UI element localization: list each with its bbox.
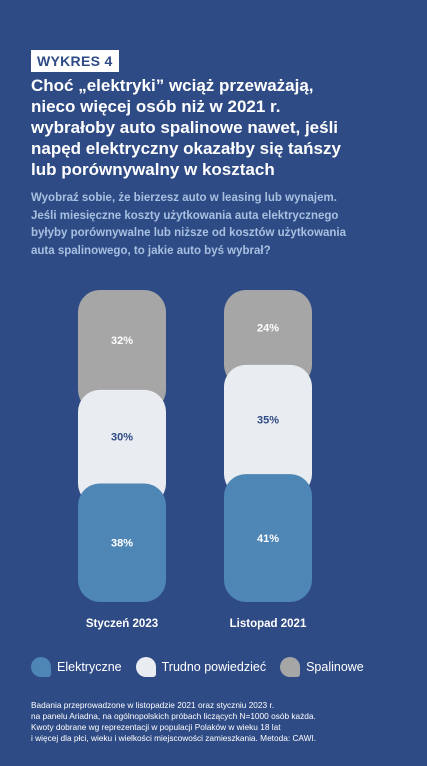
legend-label: Elektryczne <box>57 660 122 674</box>
bar-segment-spalinowe <box>78 290 166 412</box>
title-line: wybrałoby auto spalinowe nawet, jeśli <box>31 118 339 137</box>
question-line: Wyobraź sobie, że bierzesz auto w leasin… <box>31 192 337 204</box>
bar-segment-elektryczne <box>224 474 312 602</box>
question-line: byłyby porównywalne lub niższe od kosztó… <box>31 227 347 239</box>
chart-number-tag: WYKRES 4 <box>31 50 119 72</box>
footnote-line: na panelu Ariadna, na ogólnopolskich pró… <box>31 711 316 721</box>
legend-swatch-icon <box>280 657 301 677</box>
footnote-line: Kwoty dobrane wg reprezentacji w populac… <box>31 722 281 732</box>
data-label: 35% <box>257 414 279 426</box>
legend-item-elektryczne: Elektryczne <box>31 657 122 677</box>
legend-item-spalinowe: Spalinowe <box>280 657 364 677</box>
chart-legend: Elektryczne Trudno powiedzieć Spalinowe <box>31 655 378 679</box>
data-label: 38% <box>111 538 133 550</box>
bar-segment-elektryczne <box>78 483 166 602</box>
data-label: 24% <box>257 322 279 334</box>
legend-swatch-icon <box>31 657 51 677</box>
data-label: 41% <box>257 533 279 545</box>
question-line: Jeśli miesięczne koszty użytkowania auta… <box>31 209 339 222</box>
chart-title: Choć „elektryki” wciąż przeważają, nieco… <box>31 75 401 180</box>
title-line: napęd elektryczny okazałby się tańszy <box>31 139 341 158</box>
bar-segment-trudno-powiedzieć <box>78 389 166 506</box>
category-label: Styczeń 2023 <box>86 618 158 630</box>
title-line: nieco więcej osób niż w 2021 r. <box>31 97 281 116</box>
title-line: lub porównywalny w kosztach <box>31 160 275 179</box>
data-label: 30% <box>111 432 133 444</box>
legend-label: Spalinowe <box>306 660 364 674</box>
legend-swatch-icon <box>135 657 156 677</box>
survey-question: Wyobraź sobie, że bierzesz auto w leasin… <box>31 190 401 260</box>
question-line: auta spalinowego, to jakie auto byś wybr… <box>31 244 271 257</box>
bar-segment-trudno-powiedzieć <box>224 364 312 497</box>
legend-label: Trudno powiedzieć <box>161 660 267 674</box>
footnote-line: i więcej dla płci, wieku i wielkości mie… <box>31 733 317 743</box>
methodology-footnote: Badania przeprowadzone w listopadzie 202… <box>31 700 411 744</box>
legend-item-trudno-powiedziec: Trudno powiedzieć <box>135 657 267 677</box>
category-label: Listopad 2021 <box>230 618 307 630</box>
footnote-line: Badania przeprowadzone w listopadzie 202… <box>31 700 275 710</box>
bar-segment-spalinowe <box>224 290 312 387</box>
title-line: Choć „elektryki” wciąż przeważają, <box>31 76 314 95</box>
data-label: 32% <box>111 335 133 347</box>
stacked-bar-chart: 38% 30% 32% Styczeń 2023 41% 35% 24% Listopad 2… <box>78 290 312 630</box>
